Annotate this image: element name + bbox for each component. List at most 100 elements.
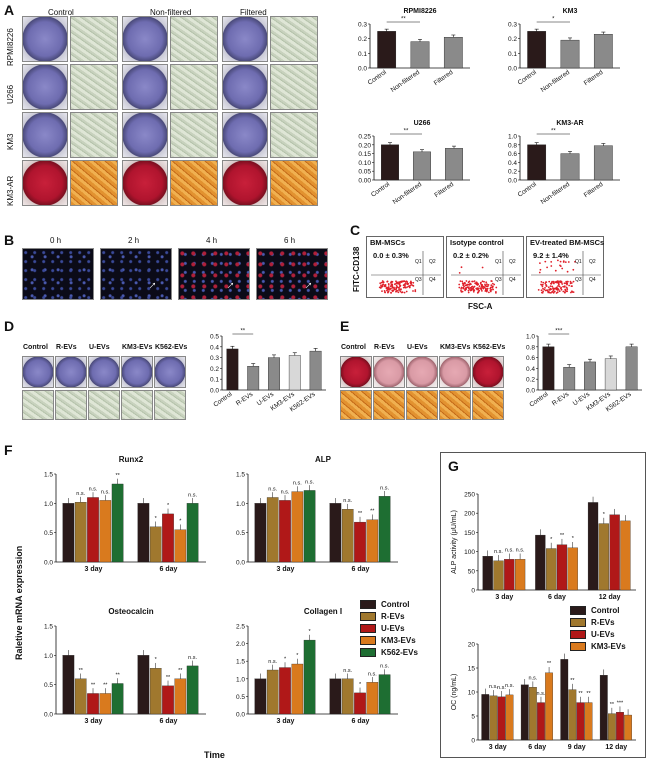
bar — [604, 358, 617, 391]
y-tick-label: 200 — [464, 511, 475, 518]
x-tick-label: Non-filtered — [390, 69, 422, 94]
legend-label: U-EVs — [381, 623, 405, 633]
bar — [377, 31, 397, 69]
panelE-col-label: Control — [341, 344, 366, 351]
arrow-icon: → — [297, 274, 317, 294]
bar — [226, 348, 239, 391]
y-tick-label: 0.2 — [526, 377, 535, 384]
bar — [542, 346, 555, 391]
bar — [87, 693, 99, 715]
bar — [616, 712, 624, 741]
bar — [412, 151, 431, 181]
x-tick-label: Non-filtered — [540, 181, 572, 206]
bar — [587, 502, 599, 591]
legend-swatch — [570, 641, 586, 651]
legend-label: Control — [591, 605, 620, 615]
chart-a-rpmi8226: RPMI8226 0.0 0.1 0.2 0.3 Control Non-filtered F… — [358, 8, 470, 94]
bar — [99, 693, 112, 715]
y-tick-label: 0.8 — [526, 344, 535, 351]
legend-swatch — [360, 599, 376, 609]
y-tick-label: 100 — [464, 549, 475, 556]
legend-label: U-EVs — [591, 629, 615, 639]
panelB-time-label: 6 h — [284, 236, 296, 245]
bar — [514, 559, 526, 591]
panelE-well — [406, 356, 438, 388]
panelC-group-title: Isotype control — [450, 238, 504, 247]
bar — [608, 713, 616, 741]
x-tick-label: 3 day — [277, 718, 295, 725]
bar — [482, 556, 493, 591]
x-tick-label: 6 day — [548, 594, 566, 601]
bar — [366, 682, 379, 715]
bar — [378, 496, 391, 563]
bar — [137, 655, 150, 715]
panelA-well-r0-c2 — [222, 16, 268, 62]
y-tick-label: 0.1 — [358, 51, 367, 58]
y-tick-label: 0.8 — [508, 142, 517, 149]
y-tick-label: 0.20 — [358, 142, 371, 149]
significance-label: n.s. — [537, 691, 546, 697]
bar — [527, 144, 547, 181]
legend-item: Control — [360, 598, 418, 610]
bar — [303, 639, 316, 715]
bar — [598, 523, 609, 591]
y-tick-label: 1.5 — [236, 472, 245, 479]
y-tick-label: 5 — [471, 714, 475, 721]
bar — [254, 678, 267, 715]
legend-label: R-EVs — [591, 617, 615, 627]
significance-label: n.s. — [343, 668, 352, 674]
significance-label: * — [296, 653, 299, 659]
panelA-well-r3-c1 — [122, 160, 168, 206]
panelB-time-label: 2 h — [128, 236, 140, 245]
legend-swatch — [360, 611, 376, 621]
x-tick-label: 6 day — [160, 566, 178, 573]
significance-label: ** — [401, 17, 406, 23]
y-tick-label: 0.0 — [526, 388, 535, 395]
legend-item: R-EVs — [360, 610, 418, 622]
y-tick-label: 0.0 — [236, 560, 245, 567]
panelB-time-label: 0 h — [50, 236, 62, 245]
panelE-micro — [406, 390, 438, 420]
significance-label: n.s. — [505, 548, 514, 554]
panelE-col-label: KM3-EVs — [440, 344, 471, 351]
significance-label: n.s. — [305, 479, 314, 485]
bar — [527, 31, 547, 69]
panelD-micro — [55, 390, 87, 420]
panelB-fluorescence-image: → — [178, 248, 250, 300]
panelE-well — [472, 356, 504, 388]
x-tick-label: Non-filtered — [540, 69, 572, 94]
legend-item: KM3-EVs — [360, 634, 418, 646]
x-tick-label: 9 day — [568, 744, 586, 751]
significance-label: n.s. — [380, 664, 389, 670]
panelA-well-r2-c0 — [22, 112, 68, 158]
chart-title: KM3 — [563, 8, 578, 15]
bar — [174, 529, 187, 563]
panelA-well-r0-c0 — [22, 16, 68, 62]
significance-label: n.s. — [505, 683, 514, 689]
chart-title: Runx2 — [119, 455, 144, 464]
panelC-quadrant-label: Q2 — [509, 259, 516, 265]
bar — [560, 659, 569, 741]
x-tick-label: Control — [367, 69, 389, 87]
bar — [62, 655, 75, 715]
y-tick-label: 1.0 — [236, 676, 245, 683]
panelB-fluorescence-image: → — [256, 248, 328, 300]
significance-label: * — [550, 537, 553, 543]
arrow-icon: → — [219, 274, 239, 294]
significance-label: *** — [617, 700, 624, 706]
bar — [341, 678, 354, 715]
chart-title: Osteocalcin — [108, 607, 153, 616]
bar — [599, 675, 608, 741]
chart-title: RPMI8226 — [403, 8, 436, 15]
panelB-time-label: 4 h — [206, 236, 218, 245]
y-tick-label: 2.0 — [236, 641, 245, 648]
significance-label: * — [359, 682, 362, 688]
panel-letter-b: B — [4, 232, 15, 248]
bar — [567, 547, 578, 591]
significance-label: ** — [578, 691, 583, 697]
panelD-micro — [22, 390, 54, 420]
chart-f-collageni: Collagen I 0.0 0.5 1.0 1.5 2.0 2.5 n.s. * * * 3 day… — [236, 607, 398, 725]
panelD-micro — [121, 390, 153, 420]
y-tick-label: 0.6 — [508, 151, 517, 158]
